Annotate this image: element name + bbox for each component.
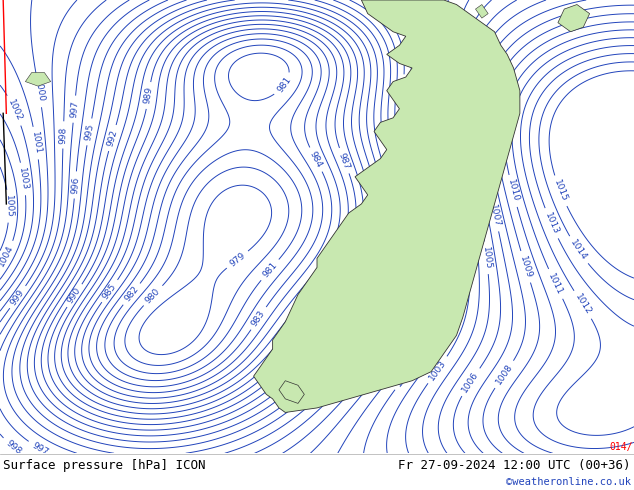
Text: 1001: 1001: [394, 365, 416, 389]
Text: 1014: 1014: [568, 238, 588, 262]
Text: 996: 996: [70, 176, 81, 194]
Text: 1009: 1009: [518, 254, 533, 279]
Text: 990: 990: [66, 286, 83, 305]
Text: 1003: 1003: [18, 167, 30, 191]
Text: 995: 995: [84, 122, 95, 141]
Text: 992: 992: [106, 128, 119, 147]
Text: 1015: 1015: [552, 179, 569, 203]
Text: 1011: 1011: [547, 271, 564, 296]
Text: 985: 985: [101, 281, 119, 301]
Text: ©weatheronline.co.uk: ©weatheronline.co.uk: [506, 477, 631, 487]
Text: 995: 995: [324, 361, 342, 379]
Text: 988: 988: [292, 316, 310, 335]
Text: 997: 997: [30, 441, 50, 457]
Text: 989: 989: [143, 86, 154, 105]
Text: 1003: 1003: [427, 358, 448, 382]
Text: 997: 997: [410, 154, 423, 173]
Text: 1006: 1006: [460, 370, 481, 394]
Text: 996: 996: [398, 79, 408, 97]
Text: 1000: 1000: [32, 79, 45, 103]
Polygon shape: [476, 4, 488, 18]
Text: 979: 979: [228, 251, 247, 269]
Text: 983: 983: [250, 309, 267, 328]
Text: 998: 998: [58, 126, 68, 144]
Text: 993: 993: [382, 149, 395, 169]
Text: 981: 981: [275, 75, 293, 95]
Text: 1012: 1012: [573, 293, 593, 317]
Polygon shape: [279, 381, 304, 403]
Text: 981: 981: [261, 260, 279, 279]
Text: 1010: 1010: [506, 179, 520, 203]
Text: 987: 987: [337, 151, 351, 171]
Text: 999: 999: [9, 288, 27, 307]
Text: 1005: 1005: [4, 195, 14, 218]
Text: 1004: 1004: [0, 244, 16, 268]
Polygon shape: [558, 4, 590, 32]
Text: 1001: 1001: [30, 131, 42, 155]
Text: 998: 998: [4, 438, 23, 456]
Text: 1002: 1002: [443, 150, 456, 174]
Text: 1013: 1013: [543, 211, 560, 236]
Text: 998: 998: [345, 379, 363, 397]
Text: Surface pressure [hPa] ICON: Surface pressure [hPa] ICON: [3, 459, 205, 471]
Text: 1007: 1007: [488, 203, 502, 227]
Text: 986: 986: [297, 286, 315, 305]
Text: Fr 27-09-2024 12:00 UTC (00+36): Fr 27-09-2024 12:00 UTC (00+36): [398, 459, 631, 471]
Text: 1004: 1004: [464, 190, 477, 214]
Text: 1008: 1008: [494, 363, 515, 387]
Text: 994: 994: [333, 338, 352, 357]
Polygon shape: [25, 73, 51, 86]
Text: 982: 982: [123, 285, 141, 304]
Text: 991: 991: [313, 325, 332, 344]
Text: 997: 997: [69, 100, 80, 118]
Text: 1000: 1000: [426, 67, 438, 91]
Text: 984: 984: [308, 150, 324, 169]
Text: 999: 999: [366, 369, 384, 389]
Text: 980: 980: [144, 286, 162, 305]
Polygon shape: [254, 0, 520, 413]
Text: 1005: 1005: [481, 246, 493, 270]
Text: 014/: 014/: [609, 442, 633, 452]
Text: 1002: 1002: [6, 98, 23, 122]
